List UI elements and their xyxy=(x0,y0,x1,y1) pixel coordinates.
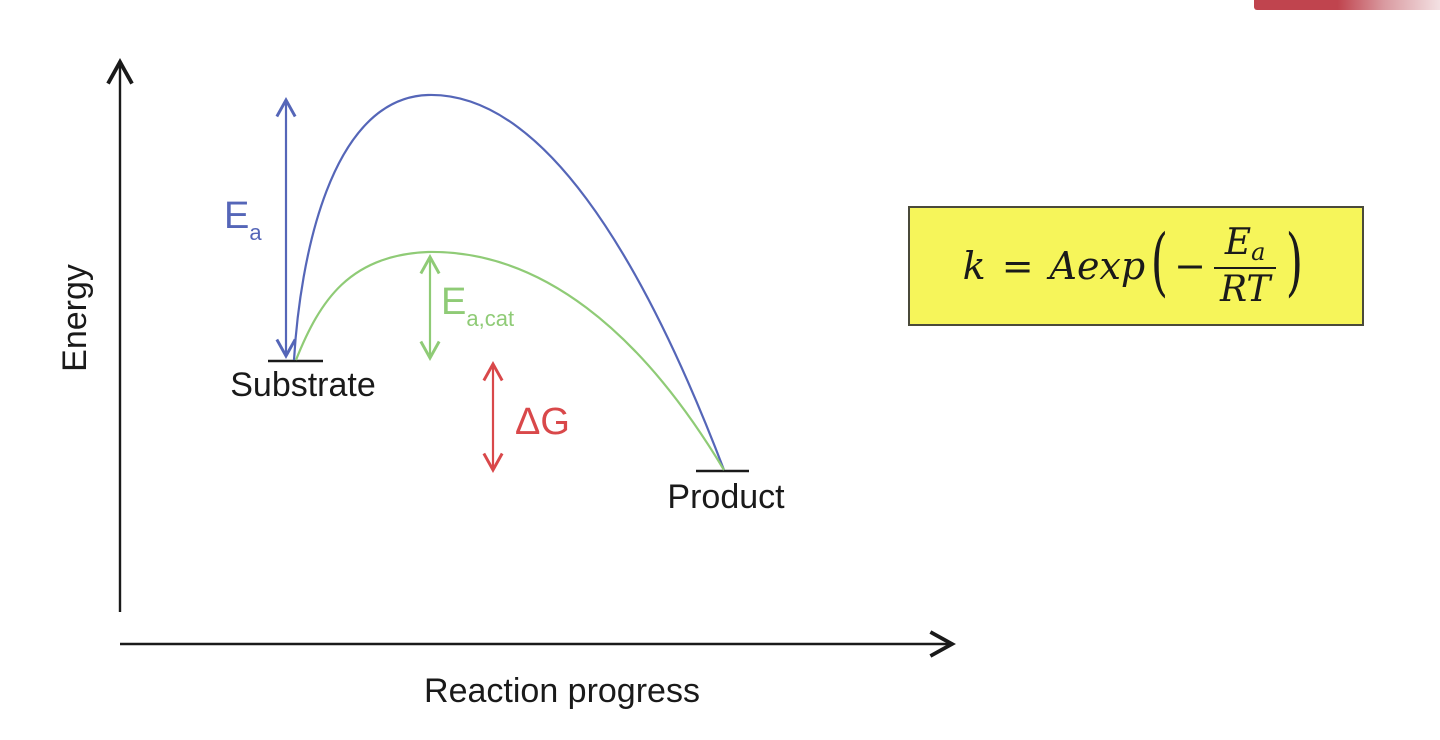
formula-lhs: k xyxy=(962,244,986,288)
formula-numerator-main: E xyxy=(1224,221,1252,263)
formula-numerator-sub: a xyxy=(1251,237,1266,266)
y-axis-label: Energy xyxy=(56,264,94,372)
formula-fraction: Ea RT xyxy=(1213,221,1277,310)
formula-close-paren: ) xyxy=(1286,219,1304,305)
ea-label: Ea xyxy=(224,195,262,245)
formula-denominator: RT xyxy=(1219,268,1271,310)
corner-logo-fragment xyxy=(1254,0,1440,10)
formula-open-paren: ( xyxy=(1151,219,1169,305)
ea-label-main: E xyxy=(224,195,249,237)
formula-numerator: Ea xyxy=(1219,221,1272,267)
substrate-label: Substrate xyxy=(230,366,376,404)
uncatalyzed-curve xyxy=(292,93,726,471)
catalyzed-curve xyxy=(294,250,725,471)
ea-cat-label: Ea,cat xyxy=(441,281,514,331)
formula-fraction-bar xyxy=(1213,266,1277,269)
formula-minus: − xyxy=(1174,244,1206,288)
formula-prefix: Aexp xyxy=(1049,244,1146,288)
formula-equals: = xyxy=(1001,244,1034,288)
delta-g-label: ΔG xyxy=(515,401,570,443)
ea-label-sub: a xyxy=(249,220,262,245)
ea-cat-label-sub: a,cat xyxy=(466,306,514,331)
arrhenius-formula-box: k = Aexp ( − Ea RT ) xyxy=(908,206,1364,326)
ea-cat-label-main: E xyxy=(441,281,466,323)
x-axis-label: Reaction progress xyxy=(424,672,700,710)
product-label: Product xyxy=(667,478,785,516)
